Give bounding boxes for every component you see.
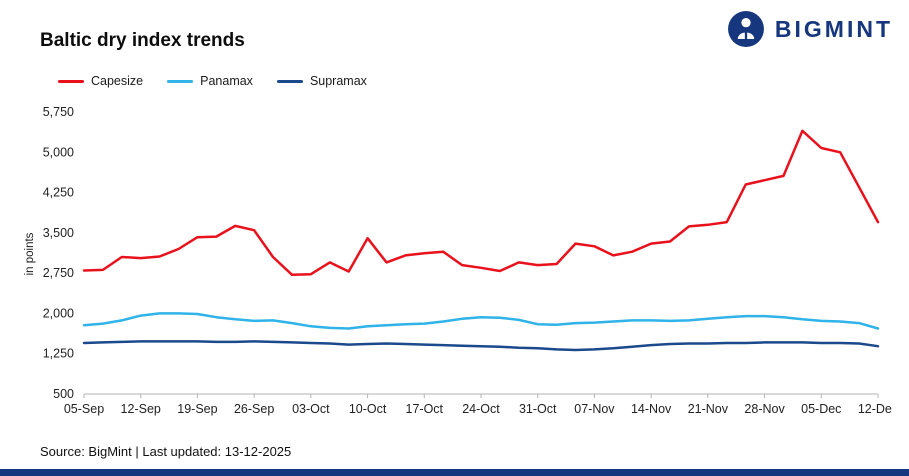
series-line-panamax [82,312,880,330]
y-tick-label: 2,750 [43,266,74,280]
y-tick-label: 3,500 [43,226,74,240]
x-tick-label: 31-Oct [519,402,557,416]
x-tick-label: 14-Nov [631,402,672,416]
series-line-supramax [82,340,880,352]
source-note: Source: BigMint | Last updated: 13-12-20… [40,444,292,459]
x-tick-label: 05-Dec [801,402,841,416]
x-tick-label: 17-Oct [406,402,444,416]
brand-name: BIGMINT [774,15,893,42]
bigmint-logo-icon [727,11,764,47]
y-tick-label: 1,250 [43,347,74,361]
x-tick-label: 12-Dec [858,402,892,416]
x-tick-label: 05-Sep [64,402,104,416]
x-tick-label: 10-Oct [349,402,387,416]
legend-label-supramax: Supramax [309,74,367,88]
legend-item-panamax: Panamax [167,74,253,88]
y-tick-label: 500 [53,387,74,401]
trend-chart: 500 1,250 2,000 2,750 3,500 4,250 5,000 5,750 05… [43,105,892,416]
y-tick-label: 4,250 [43,186,74,200]
brand-logo: BIGMINT [727,10,893,48]
x-tick-label: 03-Oct [292,402,330,416]
x-tick-label: 19-Sep [177,402,217,416]
legend-item-capesize: Capesize [58,74,143,88]
capesize-line-swatch [58,79,84,83]
panamax-line-swatch [167,79,194,83]
y-tick-label: 5,000 [43,145,74,159]
legend-label-panamax: Panamax [200,74,253,88]
x-tick-label: 07-Nov [574,402,615,416]
page-title: Baltic dry index trends [40,30,245,51]
y-tick-label: 2,000 [43,306,74,320]
footer-bar [0,469,909,476]
x-tick-label: 12-Sep [121,402,161,416]
y-tick-label: 5,750 [43,105,74,119]
chart-legend: Capesize Panamax Supramax [58,74,367,88]
x-tick-label: 21-Nov [688,402,729,416]
x-tick-label: 28-Nov [744,402,785,416]
series-line-capesize [82,129,880,277]
legend-label-capesize: Capesize [91,74,144,88]
x-tick-label: 26-Sep [234,402,274,416]
supramax-line-swatch [276,79,303,83]
legend-item-supramax: Supramax [276,74,367,88]
x-tick-label: 24-Oct [462,402,500,416]
